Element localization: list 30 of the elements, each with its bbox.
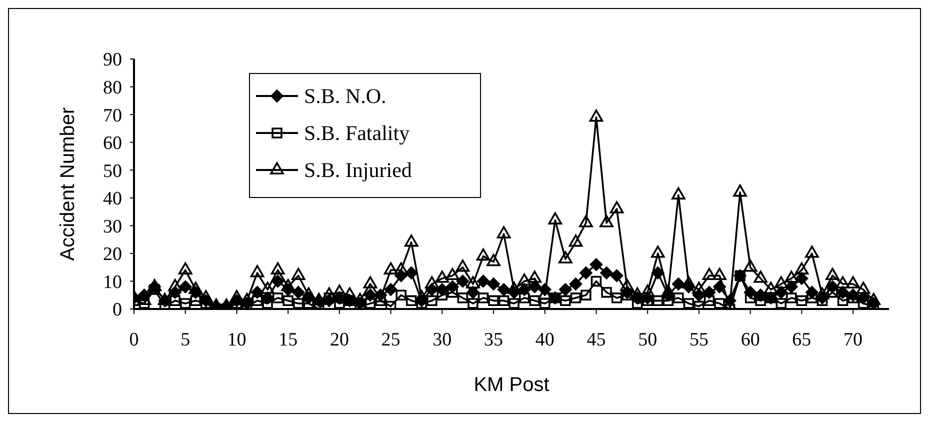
x-tick-label: 25 [381,329,400,350]
y-tick-label: 10 [103,272,122,293]
y-tick-label: 80 [103,78,122,99]
x-tick-label: 35 [484,329,504,350]
y-tick-label: 20 [103,244,122,266]
x-tick-label: 10 [227,329,246,350]
x-tick-label: 40 [535,329,554,350]
x-tick-label: 70 [844,329,863,350]
x-tick-label: 50 [638,329,658,350]
y-tick-label: 0 [112,300,122,321]
x-tick-label: 30 [432,329,452,350]
y-tick-label: 30 [103,216,122,238]
x-tick-label: 0 [129,329,139,350]
y-tick-label: 40 [103,188,122,210]
y-tick-label: 60 [103,133,122,154]
x-tick-label: 60 [740,329,760,350]
x-tick-label: 55 [689,329,708,350]
y-tick-label: 90 [103,50,122,71]
x-tick-label: 20 [330,329,349,350]
x-tick-label: 45 [586,329,606,350]
x-axis-title: KM Post [474,374,550,396]
x-tick-label: 5 [180,329,190,350]
legend-label: S.B. N.O. [304,84,386,108]
y-tick-label: 70 [103,105,122,126]
y-axis-title: Accident Number [57,106,80,261]
x-tick-label: 15 [278,329,298,350]
x-tick-label: 65 [792,329,812,350]
legend-label: S.B. Fatality [304,121,410,145]
legend-label: S.B. Injuried [304,158,412,182]
y-tick-label: 50 [103,160,122,182]
